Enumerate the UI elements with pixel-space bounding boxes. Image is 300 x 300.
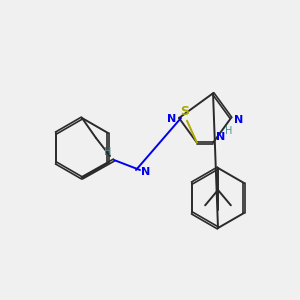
Text: N: N [167, 114, 177, 124]
Text: H: H [225, 126, 233, 136]
Text: N: N [234, 115, 244, 125]
Text: S: S [181, 105, 190, 118]
Text: H: H [104, 147, 112, 157]
Text: N: N [141, 167, 151, 177]
Text: N: N [216, 132, 226, 142]
